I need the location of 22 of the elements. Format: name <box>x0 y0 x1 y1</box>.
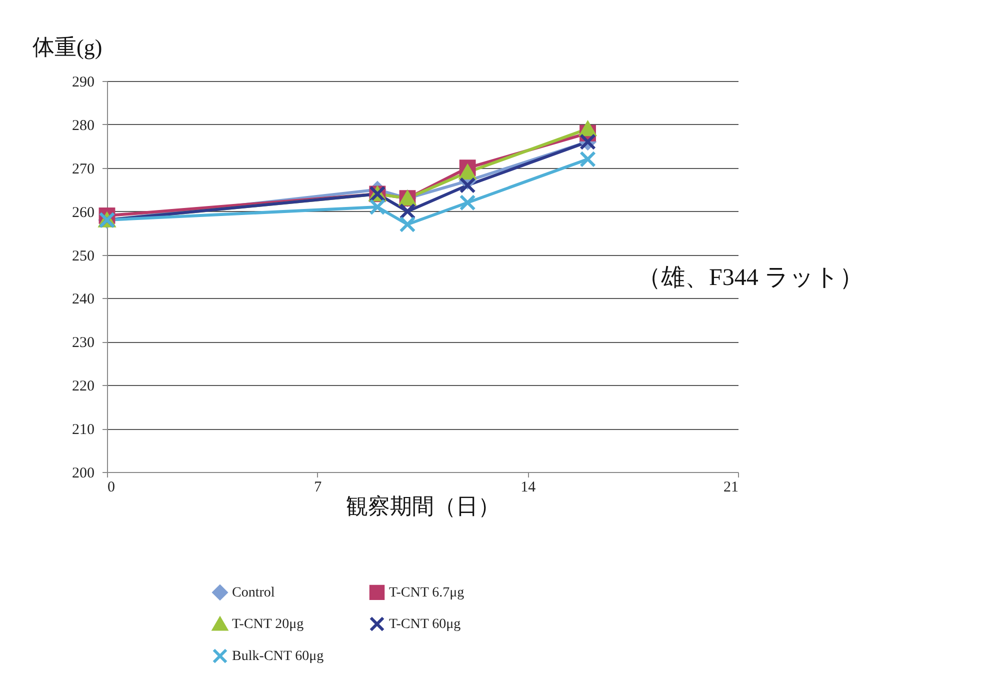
y-tick-label: 250 <box>72 248 94 264</box>
y-tick-label: 200 <box>72 466 94 482</box>
y-tick-label: 290 <box>72 74 94 90</box>
legend-label: T-CNT 6.7μg <box>389 585 464 600</box>
legend-label: Bulk-CNT 60μg <box>232 649 324 664</box>
x-tick-label: 0 <box>108 480 115 496</box>
x-tick-label: 7 <box>314 480 322 496</box>
y-tick-label: 230 <box>72 335 94 352</box>
y-tick-label: 240 <box>72 292 94 308</box>
y-tick-label: 260 <box>72 204 94 221</box>
y-tick-label: 220 <box>72 378 94 395</box>
x-axis-title: 観察期間（日） <box>346 494 500 518</box>
y-axis-title: 体重(g) <box>32 34 102 60</box>
x-tick-label: 14 <box>520 480 536 496</box>
annotation: （雄、F344 ラット） <box>637 265 864 291</box>
x-tick-label: 21 <box>724 480 738 496</box>
y-tick-label: 270 <box>72 161 94 178</box>
legend-label: T-CNT 20μg <box>232 617 304 632</box>
y-tick-label: 210 <box>72 422 94 438</box>
y-tick-label: 280 <box>72 118 94 134</box>
legend-label: Control <box>232 585 275 600</box>
legend-label: T-CNT 60μg <box>389 617 461 632</box>
